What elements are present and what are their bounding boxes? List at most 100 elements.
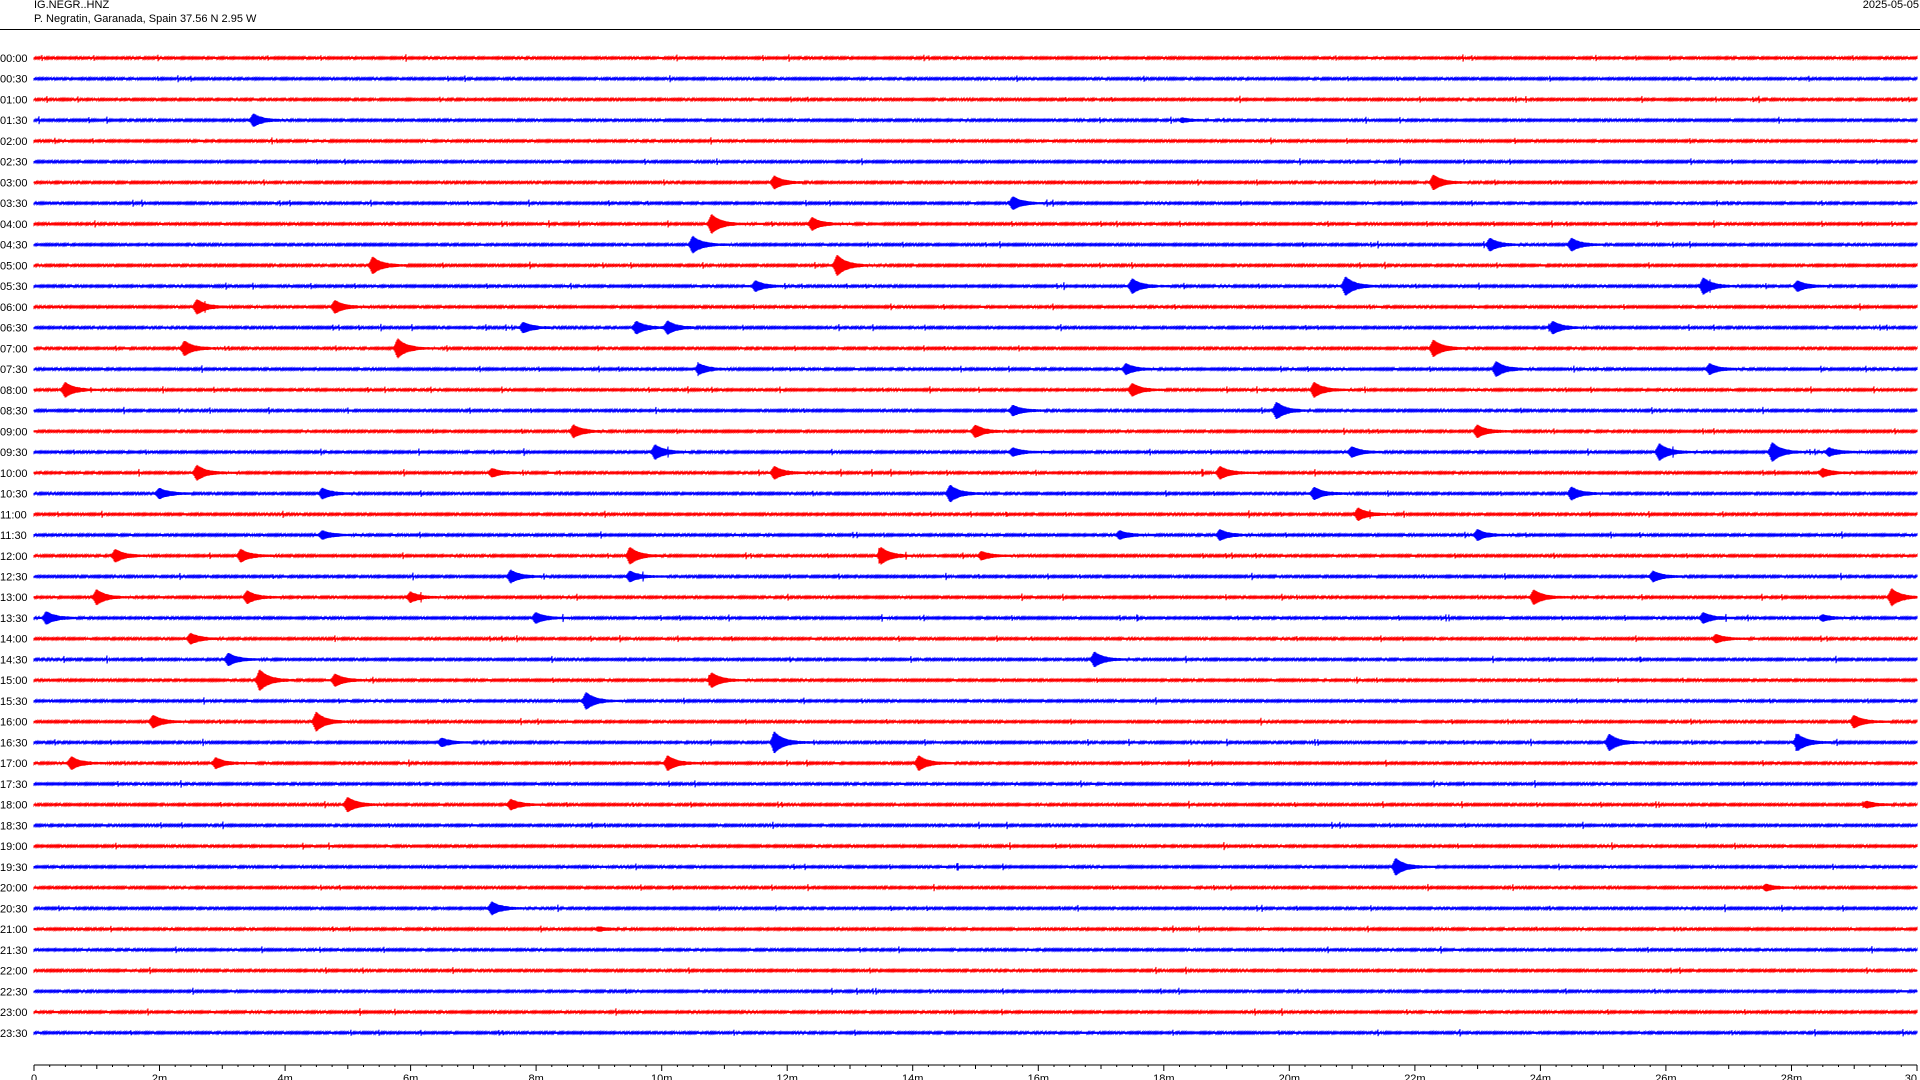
row-label: 05:00 [0,260,28,272]
trace-00:30 [33,75,1918,83]
trace-10:00 [33,464,1918,481]
trace-12:30 [33,569,1918,584]
trace-21:30 [33,945,1918,954]
trace-15:00 [33,669,1918,691]
x-tick-label: 28m [1781,1073,1802,1080]
row-label: 03:30 [0,198,28,210]
row-label: 17:30 [0,779,28,791]
trace-13:00 [33,588,1918,607]
trace-01:00 [33,95,1918,104]
trace-17:30 [33,779,1918,788]
row-label: 00:00 [0,53,28,65]
row-label: 19:00 [0,841,28,853]
row-label: 15:30 [0,696,28,708]
row-label: 18:30 [0,820,28,832]
trace-10:30 [33,484,1918,503]
trace-04:00 [33,214,1918,234]
row-label: 06:00 [0,302,28,314]
trace-18:30 [33,821,1918,830]
trace-02:00 [33,137,1918,145]
row-label: 11:00 [0,509,27,521]
row-label: 12:00 [0,551,28,563]
row-label: 21:00 [0,924,28,936]
trace-11:00 [33,507,1918,521]
row-label: 12:30 [0,572,28,584]
trace-19:30 [33,858,1918,876]
row-label: 02:30 [0,157,28,169]
trace-20:30 [33,901,1918,916]
trace-22:30 [33,987,1918,995]
trace-07:00 [33,338,1918,359]
row-label: 23:30 [0,1028,28,1040]
row-label: 14:30 [0,655,28,667]
x-tick-label: 10m [651,1073,672,1080]
trace-02:30 [33,157,1918,166]
row-label: 18:00 [0,800,28,812]
trace-05:00 [33,254,1918,276]
row-label: 00:30 [0,74,28,86]
row-label: 13:00 [0,592,28,604]
row-label: 03:00 [0,177,28,189]
x-tick-label: 6m [403,1073,418,1080]
row-label: 20:30 [0,903,28,915]
x-tick-label: 12m [776,1073,797,1080]
row-label: 20:00 [0,883,28,895]
trace-09:30 [33,442,1918,462]
trace-22:00 [33,966,1918,975]
trace-23:30 [33,1028,1918,1037]
station-code: IG.NEGR..HNZ [34,0,110,11]
trace-12:00 [33,546,1918,565]
trace-19:00 [33,841,1918,851]
row-label: 08:30 [0,406,28,418]
row-label: 10:00 [0,468,28,480]
header: IG.NEGR..HNZ P. Negratin, Garanada, Spai… [0,0,1920,30]
x-tick-label: 24m [1530,1073,1551,1080]
trace-15:30 [33,692,1918,710]
row-label: 02:00 [0,136,28,148]
x-tick-label: 26m [1655,1073,1676,1080]
trace-01:30 [33,113,1918,127]
record-date: 2025-05-05 [1862,0,1919,11]
row-label: 13:30 [0,613,28,625]
row-label: 04:00 [0,219,28,231]
trace-14:30 [33,651,1918,668]
row-label: 08:00 [0,385,28,397]
trace-21:00 [33,925,1918,933]
header-divider [0,29,1920,30]
trace-08:00 [33,381,1918,398]
row-label: 16:30 [0,737,28,749]
row-label: 09:30 [0,447,28,459]
trace-07:30 [33,361,1918,377]
x-tick-label: 14m [902,1073,923,1080]
x-tick-label: 2m [152,1073,167,1080]
trace-03:00 [33,174,1918,191]
trace-06:30 [33,320,1918,335]
trace-14:00 [33,632,1918,645]
trace-17:00 [33,755,1918,771]
row-label: 15:00 [0,675,28,687]
row-label: 06:30 [0,323,28,335]
row-label: 07:00 [0,343,28,355]
trace-03:30 [33,196,1918,210]
row-label: 07:30 [0,364,28,376]
row-label: 22:00 [0,966,28,978]
trace-18:00 [33,797,1918,813]
row-label: 01:00 [0,95,28,107]
row-label: 16:00 [0,717,28,729]
trace-16:30 [33,731,1918,754]
row-label: 05:30 [0,281,28,293]
row-label: 19:30 [0,862,28,874]
trace-04:30 [33,235,1918,254]
trace-16:00 [33,711,1918,732]
trace-20:00 [33,883,1918,892]
station-location: P. Negratin, Garanada, Spain 37.56 N 2.9… [34,13,257,25]
x-tick-label: 4m [277,1073,292,1080]
x-tick-label: 20m [1279,1073,1300,1080]
x-tick-label: 0 [31,1073,37,1080]
row-label: 17:00 [0,758,28,770]
row-label: 23:00 [0,1007,28,1019]
row-label: 14:00 [0,634,28,646]
x-tick-label: 8m [528,1073,543,1080]
x-tick-label: 18m [1153,1073,1174,1080]
